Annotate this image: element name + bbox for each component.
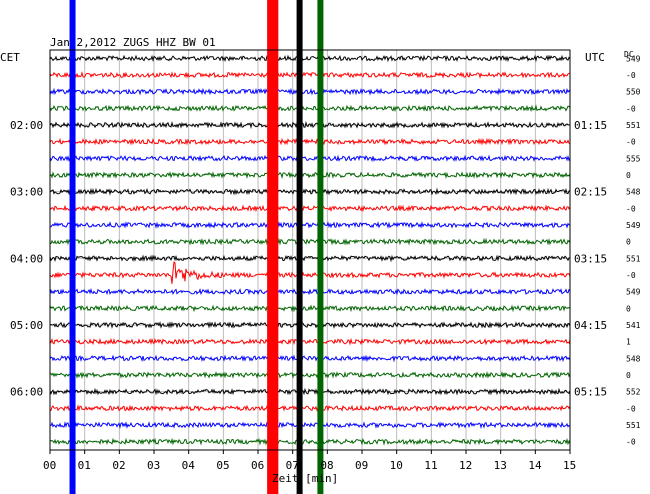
x-tick-label: 15 <box>563 459 576 472</box>
right-hour-label: 01:15 <box>574 119 607 132</box>
trace-line <box>49 421 571 429</box>
dc-value: 551 <box>626 121 641 130</box>
dc-value: 0 <box>626 171 631 180</box>
traces <box>49 54 571 446</box>
x-tick-label: 03 <box>147 459 160 472</box>
x-tick-label: 13 <box>494 459 507 472</box>
left-tz-label: CET <box>0 51 20 64</box>
dc-value: -0 <box>626 438 636 447</box>
dc-value: -0 <box>626 271 636 280</box>
trace-line <box>49 387 571 396</box>
x-tick-label: 02 <box>112 459 125 472</box>
right-tz-label: UTC <box>585 51 605 64</box>
x-tick-label: 05 <box>216 459 229 472</box>
trace-line <box>49 71 571 79</box>
dc-value: 549 <box>626 221 641 230</box>
trace-line <box>49 354 571 363</box>
dc-value: 548 <box>626 188 641 197</box>
dc-value: 0 <box>626 371 631 380</box>
left-hour-label: 03:00 <box>10 186 43 199</box>
left-hour-label: 05:00 <box>10 319 43 332</box>
x-tick-label: 00 <box>43 459 56 472</box>
x-tick-label: 07 <box>286 459 299 472</box>
trace-line <box>49 404 571 413</box>
dc-value: 551 <box>626 254 641 263</box>
dc-value: 549 <box>626 54 641 63</box>
left-hour-label: 02:00 <box>10 119 43 132</box>
saturated-bar <box>296 0 303 494</box>
dc-value: -0 <box>626 71 636 80</box>
saturated-bar <box>317 0 324 494</box>
dc-value: 548 <box>626 354 641 363</box>
dc-value: 549 <box>626 288 641 297</box>
left-hour-label: 06:00 <box>10 386 43 399</box>
trace-line <box>49 137 571 146</box>
trace-line <box>49 171 571 180</box>
dc-value: -0 <box>626 138 636 147</box>
trace-line <box>49 54 571 63</box>
dc-value: -0 <box>626 204 636 213</box>
dc-label: DC <box>624 50 634 59</box>
trace-line <box>49 87 571 96</box>
saturated-bar <box>272 0 279 494</box>
dc-value: 552 <box>626 388 641 397</box>
right-hour-label: 05:15 <box>574 386 607 399</box>
x-tick-label: 10 <box>390 459 403 472</box>
trace-line <box>49 120 571 130</box>
trace-line <box>49 261 571 284</box>
trace-line <box>49 287 571 296</box>
left-hour-label: 04:00 <box>10 252 43 265</box>
saturated-bar <box>267 0 274 494</box>
x-tick-label: 09 <box>355 459 368 472</box>
x-axis-label: Zeit [min] <box>272 472 338 485</box>
trace-line <box>49 237 571 246</box>
saturated-bar <box>69 0 76 494</box>
chart-title: Jan 2,2012 ZUGS HHZ BW 01 <box>50 36 216 49</box>
trace-line <box>49 254 571 263</box>
trace-line <box>49 104 571 113</box>
x-tick-label: 01 <box>78 459 91 472</box>
x-tick-label: 11 <box>424 459 437 472</box>
right-hour-label: 03:15 <box>574 252 607 265</box>
labels: 02:00 03:00 04:00 05:00 06:00 01:15 02:15 03:15… <box>10 54 641 472</box>
dc-value: 0 <box>626 238 631 247</box>
dc-value: 1 <box>626 338 631 347</box>
trace-line <box>49 204 571 213</box>
x-tick-label: 08 <box>320 459 333 472</box>
dc-value: 0 <box>626 304 631 313</box>
x-tick-label: 06 <box>251 459 264 472</box>
right-hour-label: 04:15 <box>574 319 607 332</box>
x-tick-label: 12 <box>459 459 472 472</box>
trace-line <box>50 221 571 230</box>
dc-value: 555 <box>626 154 641 163</box>
dc-value: 550 <box>626 88 641 97</box>
dc-value: -0 <box>626 104 636 113</box>
trace-line <box>49 304 571 313</box>
trace-line <box>49 371 571 380</box>
dc-value: 551 <box>626 421 641 430</box>
right-hour-label: 02:15 <box>574 186 607 199</box>
saturated-bars <box>69 0 324 494</box>
trace-line <box>49 337 571 346</box>
trace-line <box>49 437 571 446</box>
trace-line <box>49 187 571 196</box>
dc-value: 541 <box>626 321 641 330</box>
x-tick-label: 04 <box>182 459 196 472</box>
plot-frame <box>49 49 571 451</box>
dc-value: -0 <box>626 404 636 413</box>
x-tick-label: 14 <box>528 459 542 472</box>
trace-line <box>49 321 571 330</box>
trace-line <box>49 154 571 163</box>
